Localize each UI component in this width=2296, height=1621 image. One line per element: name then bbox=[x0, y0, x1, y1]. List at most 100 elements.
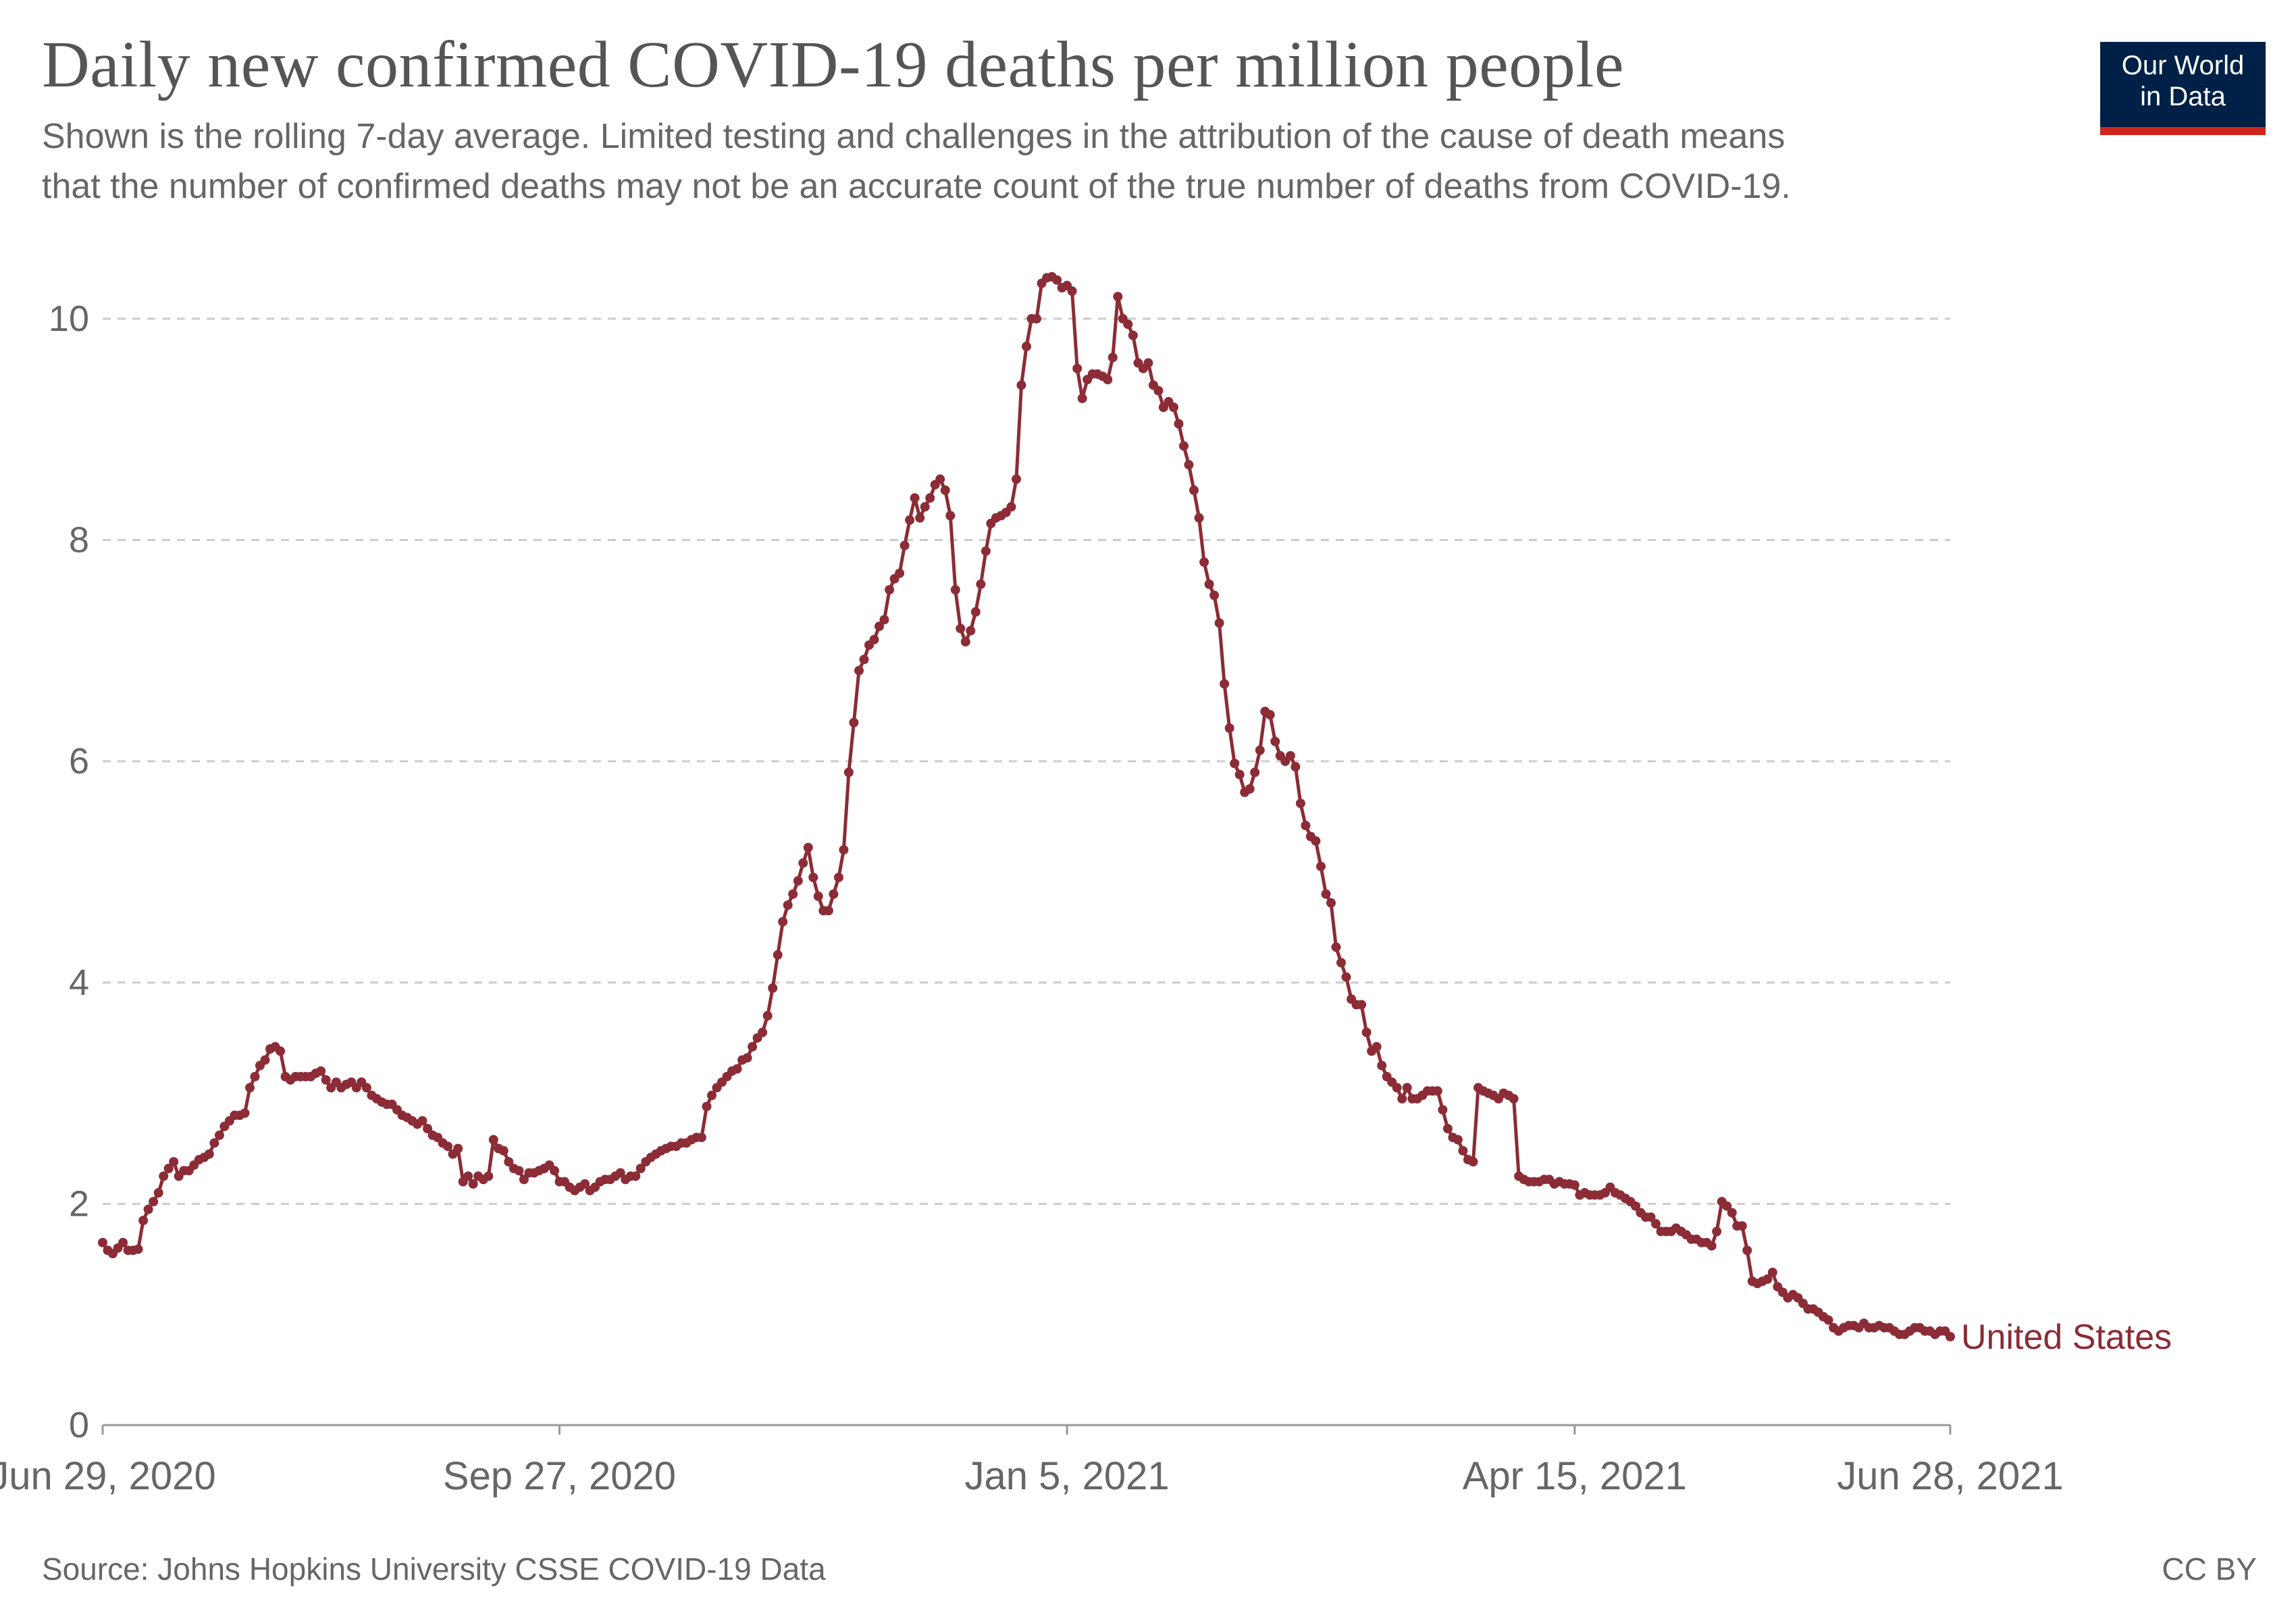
data-point bbox=[163, 1164, 174, 1173]
series-line-united-states bbox=[101, 275, 1952, 1339]
data-point bbox=[361, 1083, 371, 1093]
data-point bbox=[1569, 1180, 1580, 1190]
data-point bbox=[1712, 1227, 1722, 1237]
x-tick-label: Jun 28, 2021 bbox=[1837, 1454, 2063, 1498]
data-point bbox=[1113, 292, 1123, 302]
data-point bbox=[768, 983, 778, 993]
data-point bbox=[1438, 1105, 1448, 1115]
data-point bbox=[1706, 1241, 1717, 1251]
chart-title: Daily new confirmed COVID-19 deaths per … bbox=[42, 28, 1625, 101]
data-point bbox=[1946, 1332, 1955, 1341]
data-point bbox=[798, 858, 808, 868]
data-point bbox=[1468, 1157, 1478, 1167]
data-point bbox=[1199, 557, 1209, 567]
y-tick-label: 6 bbox=[69, 741, 89, 781]
data-point bbox=[1052, 275, 1062, 285]
data-point bbox=[1209, 590, 1220, 600]
data-point bbox=[143, 1204, 153, 1214]
data-point bbox=[1321, 889, 1331, 899]
y-tick-label: 2 bbox=[69, 1183, 89, 1224]
data-point bbox=[1742, 1245, 1752, 1256]
data-point bbox=[879, 615, 889, 625]
data-point bbox=[869, 635, 879, 644]
source-note[interactable]: Source: Johns Hopkins University CSSE CO… bbox=[42, 1551, 826, 1587]
data-point bbox=[732, 1064, 742, 1074]
data-point bbox=[504, 1157, 514, 1167]
data-point bbox=[905, 515, 915, 525]
data-point bbox=[1123, 319, 1133, 330]
data-point bbox=[839, 845, 849, 855]
data-point bbox=[260, 1055, 270, 1065]
data-point bbox=[1432, 1086, 1442, 1096]
our-world-in-data-logo[interactable]: Our World in Data bbox=[2100, 42, 2266, 135]
data-point bbox=[875, 621, 884, 632]
data-point bbox=[833, 873, 843, 883]
data-point bbox=[1184, 460, 1194, 470]
data-point bbox=[778, 917, 788, 927]
data-point bbox=[550, 1166, 559, 1176]
data-point bbox=[1285, 751, 1295, 761]
data-point bbox=[1823, 1315, 1833, 1325]
data-point bbox=[849, 717, 859, 727]
data-point bbox=[702, 1102, 712, 1112]
data-point bbox=[1255, 745, 1265, 755]
data-point bbox=[1174, 419, 1184, 429]
data-point bbox=[138, 1216, 149, 1225]
data-point bbox=[1651, 1218, 1661, 1229]
data-point bbox=[169, 1157, 179, 1167]
data-point bbox=[910, 493, 920, 503]
data-point bbox=[707, 1090, 716, 1100]
data-point bbox=[940, 485, 950, 495]
data-point bbox=[1397, 1093, 1407, 1104]
data-point bbox=[1331, 942, 1341, 952]
data-point bbox=[635, 1164, 646, 1173]
data-point bbox=[1295, 798, 1305, 808]
data-point bbox=[1169, 403, 1178, 412]
data-point bbox=[758, 1027, 768, 1037]
axes: 0 2 4 6 8 10 Jun 29, 2020 Sep 27, 2020 Jan 5, 20… bbox=[0, 299, 2064, 1498]
data-point bbox=[1022, 341, 1031, 351]
data-point bbox=[915, 513, 925, 523]
data-point bbox=[1372, 1041, 1382, 1052]
data-point bbox=[484, 1171, 494, 1181]
data-point bbox=[1767, 1267, 1777, 1277]
data-point bbox=[214, 1130, 224, 1140]
data-point bbox=[1453, 1135, 1463, 1145]
data-point bbox=[793, 876, 803, 886]
data-point bbox=[895, 568, 905, 578]
data-point bbox=[1250, 767, 1260, 777]
data-point bbox=[970, 607, 981, 617]
data-point bbox=[1245, 784, 1255, 794]
x-tick-label: Apr 15, 2021 bbox=[1463, 1454, 1687, 1498]
series-label-united-states: United States bbox=[1961, 1318, 2172, 1357]
data-point bbox=[813, 892, 823, 901]
data-point bbox=[580, 1179, 590, 1189]
chart-subtitle-line-2: that the number of confirmed deaths may … bbox=[42, 167, 1791, 206]
data-point bbox=[783, 900, 793, 910]
data-point bbox=[1341, 972, 1351, 982]
data-point bbox=[950, 585, 960, 595]
data-point bbox=[1143, 358, 1153, 368]
data-point bbox=[748, 1041, 758, 1052]
data-point bbox=[1179, 441, 1189, 451]
data-point bbox=[885, 585, 895, 595]
data-point bbox=[1301, 821, 1311, 831]
data-point bbox=[1032, 313, 1041, 324]
data-point bbox=[1722, 1201, 1732, 1211]
data-point bbox=[1265, 710, 1275, 720]
data-point bbox=[1128, 330, 1138, 340]
data-point bbox=[899, 540, 910, 550]
data-point bbox=[762, 1010, 773, 1021]
data-point bbox=[1204, 580, 1214, 589]
x-tick-label: Sep 27, 2020 bbox=[443, 1454, 676, 1498]
data-point bbox=[1224, 723, 1234, 733]
data-point bbox=[209, 1138, 219, 1148]
data-point bbox=[423, 1124, 433, 1133]
data-point bbox=[742, 1053, 752, 1063]
data-point bbox=[463, 1171, 473, 1181]
data-point bbox=[1311, 836, 1321, 846]
data-point bbox=[1737, 1221, 1747, 1231]
data-point bbox=[1072, 363, 1082, 374]
license-note[interactable]: CC BY bbox=[2162, 1551, 2257, 1587]
